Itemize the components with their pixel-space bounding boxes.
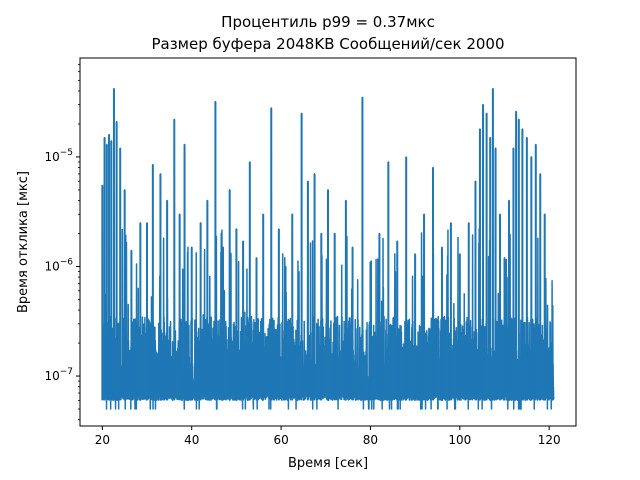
axes-frame	[79, 57, 577, 427]
y-tick-label: 10−7	[44, 367, 73, 383]
y-axis-label: Время отклика [мкс]	[16, 171, 31, 313]
x-tick-label: 40	[184, 433, 199, 447]
x-axis-label: Время [сек]	[288, 456, 368, 471]
chart-title-line1: Процентиль p99 = 0.37мкс	[221, 13, 435, 31]
plot-area	[101, 87, 555, 410]
y-tick-label: 10−5	[44, 148, 73, 164]
x-tick-label: 80	[363, 433, 378, 447]
chart-title-line2: Размер буфера 2048KB Сообщений/сек 2000	[151, 35, 504, 53]
x-tick-label: 60	[273, 433, 288, 447]
x-tick-label: 100	[448, 433, 471, 447]
x-tick-label: 20	[95, 433, 110, 447]
x-tick-label: 120	[538, 433, 561, 447]
x-axis-ticks: 20 40 60 80 100 120	[95, 426, 561, 447]
y-axis-ticks: 10−7 10−6 10−5	[44, 63, 80, 421]
y-tick-label: 10−6	[44, 257, 73, 273]
